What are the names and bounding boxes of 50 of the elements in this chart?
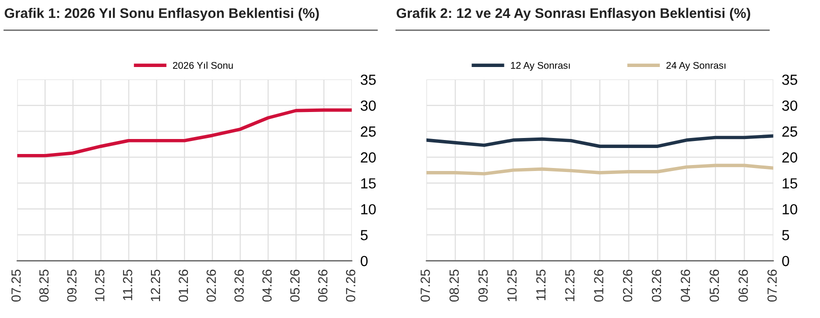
legend-label: 2026 Yıl Sonu [173, 62, 233, 69]
x-tick-label: 06.26 [738, 270, 748, 302]
y-tick-label: 0 [360, 256, 368, 266]
x-tick-label: 02.26 [206, 270, 216, 302]
x-tick-label: 12.25 [565, 270, 574, 302]
line-series [426, 164, 774, 176]
x-tick-label: 07.25 [11, 270, 21, 302]
y-tick-label: 0 [782, 256, 790, 266]
x-tick-label: 07.26 [346, 270, 356, 302]
x-tick-label: 02.26 [622, 270, 632, 302]
y-tick-label: 35 [360, 74, 376, 85]
y-tick-label: 20 [782, 152, 798, 163]
x-tick-label: 01.26 [594, 270, 604, 302]
x-tick-label: 08.25 [39, 270, 49, 302]
y-tick-label: 15 [782, 178, 798, 189]
x-tick-label: 10.25 [95, 270, 104, 302]
chart-title: Grafik 1: 2026 Yıl Sonu Enflasyon Beklentisi (%) [4, 8, 319, 21]
y-tick-label: 25 [782, 126, 798, 137]
x-tick-label: 07.26 [767, 270, 777, 302]
x-tick-label: 07.25 [420, 270, 430, 302]
x-tick-label: 04.26 [680, 270, 690, 302]
y-tick-label: 30 [782, 100, 798, 111]
y-tick-label: 35 [782, 74, 798, 85]
x-tick-label: 10.25 [507, 270, 517, 302]
x-tick-label: 08.25 [450, 270, 459, 302]
chart-title: Grafik 2: 12 ve 24 Ay Sonrası Enflasyon Beklentisi (%) [396, 8, 750, 21]
x-tick-label: 09.25 [478, 270, 488, 302]
y-tick-label: 15 [361, 178, 376, 189]
y-tick-label: 10 [782, 204, 798, 214]
x-tick-label: 06.26 [318, 270, 328, 302]
line-series [426, 134, 774, 148]
x-tick-label: 09.25 [67, 270, 77, 302]
x-tick-label: 05.26 [290, 270, 300, 302]
legend-label: 12 Ay Sonrası [511, 62, 570, 71]
x-tick-label: 03.26 [652, 270, 662, 302]
y-tick-label: 5 [360, 230, 368, 240]
x-tick-label: 01.26 [178, 270, 188, 302]
x-tick-label: 03.26 [234, 270, 244, 302]
y-tick-label: 5 [782, 230, 790, 240]
x-tick-label: 12.25 [150, 270, 160, 302]
legend-label: 24 Ay Sonrası [666, 62, 726, 71]
y-tick-label: 25 [360, 126, 376, 137]
line-series [17, 108, 352, 158]
y-tick-label: 20 [360, 152, 376, 163]
x-tick-label: 11.25 [536, 270, 546, 300]
y-tick-label: 30 [360, 100, 376, 111]
x-tick-label: 05.26 [710, 270, 719, 302]
x-tick-label: 04.26 [262, 270, 272, 302]
x-tick-label: 11.25 [122, 270, 132, 300]
y-tick-label: 10 [361, 204, 376, 214]
